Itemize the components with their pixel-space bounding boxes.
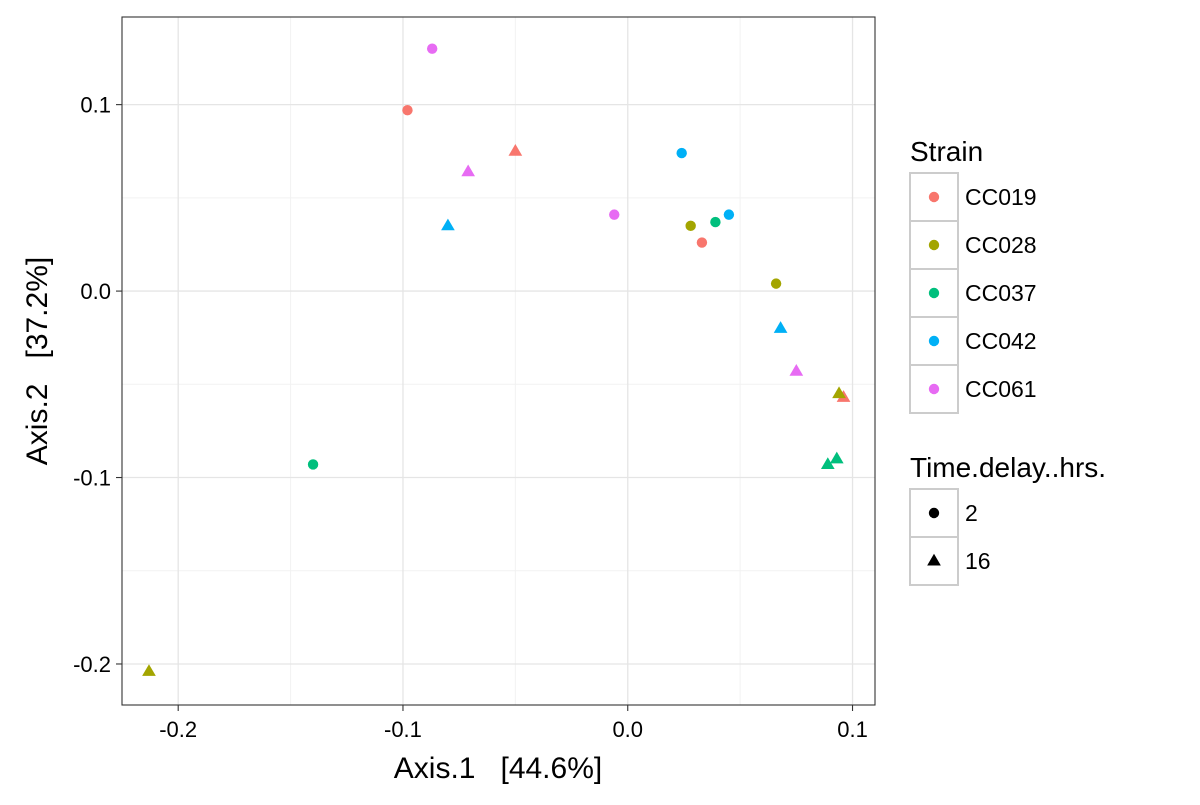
data-point-cc061-circle	[426, 43, 438, 54]
x-tick-label: -0.1	[384, 717, 422, 742]
grid-major	[122, 17, 875, 705]
y-tick-label: -0.1	[73, 466, 111, 491]
data-point-cc042-circle	[676, 147, 687, 159]
data-point-cc037-circle	[307, 459, 319, 470]
data-point-cc042-circle	[723, 209, 735, 220]
data-point-cc042-triangle	[441, 218, 455, 231]
data-point-cc061-triangle	[789, 364, 804, 376]
data-point-cc061-circle	[609, 209, 620, 220]
data-point-cc028-circle	[685, 220, 696, 232]
legend-label-cc028: CC028	[965, 232, 1037, 258]
legend-label-cc019: CC019	[965, 184, 1037, 210]
legend-label-cc037: CC037	[965, 280, 1037, 306]
x-tick-label: -0.2	[159, 717, 197, 742]
legend-swatch-cc028	[928, 239, 940, 251]
data-point-cc028-triangle	[142, 664, 156, 676]
x-axis-title: Axis.1 [44.6%]	[394, 752, 602, 785]
data-point-cc061-triangle	[461, 164, 475, 177]
data-points	[142, 43, 851, 676]
legend-key-cc028	[909, 220, 959, 270]
legend-label-time-2: 2	[965, 500, 978, 526]
grid-minor	[122, 17, 875, 705]
data-point-cc037-triangle	[829, 451, 844, 464]
legend-key-time-16	[909, 536, 959, 586]
x-tick-label: 0.0	[612, 717, 643, 742]
data-point-cc028-triangle	[832, 386, 846, 399]
data-point-cc019-circle	[402, 105, 413, 116]
data-point-cc019-circle	[696, 237, 708, 248]
data-point-cc042-triangle	[773, 321, 788, 333]
plot-panel-border	[121, 16, 876, 706]
legend-label-time-16: 16	[965, 548, 991, 574]
data-point-cc019-triangle	[508, 144, 523, 156]
data-point-cc037-circle	[710, 216, 721, 228]
plot-panel-background	[122, 17, 875, 705]
y-axis-title: Axis.2 [37.2%]	[21, 257, 54, 465]
y-tick-label: -0.2	[73, 652, 111, 677]
x-tick-label: 0.1	[837, 717, 868, 742]
legend-swatch-cc037	[928, 287, 940, 299]
legend-time-delay-title: Time.delay..hrs.	[910, 452, 1106, 483]
legend-label-cc042: CC042	[965, 328, 1037, 354]
legend-swatch-triangle	[927, 553, 941, 566]
legend-label-cc061: CC061	[965, 376, 1037, 402]
x-axis: -0.2 -0.1 0.0 0.1	[159, 705, 868, 742]
y-tick-label: 0.1	[80, 93, 111, 118]
legend-swatch-cc019	[928, 191, 940, 203]
data-point-cc037-triangle	[820, 457, 835, 469]
data-point-cc028-circle	[770, 278, 782, 289]
legend-swatch-circle	[928, 507, 940, 519]
legend-swatch-cc061	[928, 383, 940, 395]
legend-time-delay: Time.delay..hrs. 2 16	[909, 452, 1106, 586]
y-tick-label: 0.0	[80, 279, 111, 304]
y-axis: 0.1 0.0 -0.1 -0.2	[73, 93, 122, 677]
legend-swatch-cc042	[928, 335, 940, 347]
legend-strain-title: Strain	[910, 136, 983, 167]
legend-strain: Strain CC019 CC028 CC037 CC042 CC061	[909, 136, 1037, 414]
